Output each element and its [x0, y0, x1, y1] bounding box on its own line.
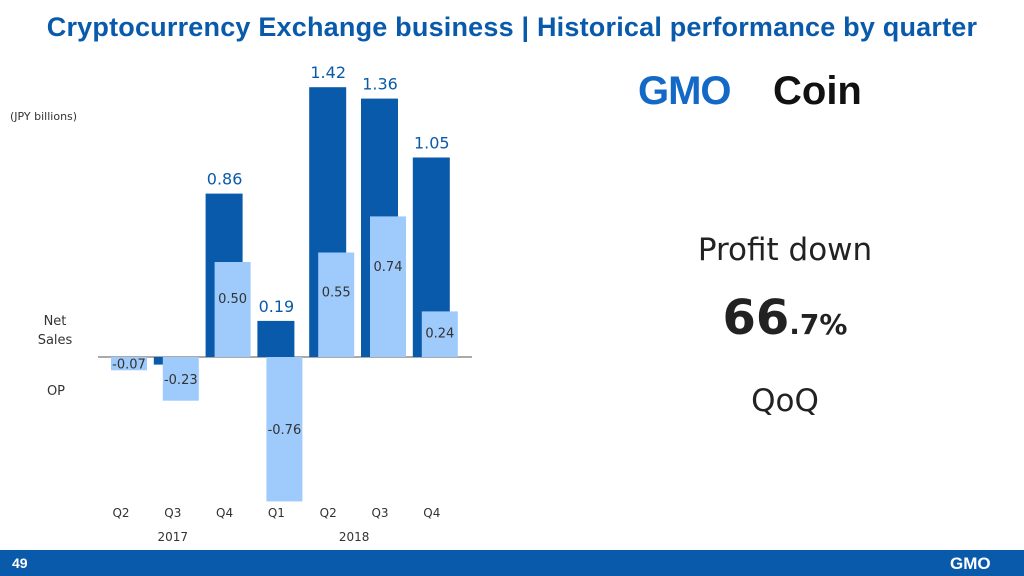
page-title: Cryptocurrency Exchange business | Histo… [46, 12, 978, 42]
page-number: 49 [12, 555, 28, 571]
footer-bar: 49 GMO [0, 550, 1024, 576]
profit-down-text: Profit down [697, 232, 873, 268]
op-value-label: -0.23 [164, 373, 198, 388]
net-sales-value-label: 0.86 [207, 170, 243, 189]
net-sales-value-label: 1.42 [310, 63, 346, 82]
op-bar [370, 216, 406, 357]
footer-logo-text: GMO [950, 554, 991, 572]
percent-dec: .7% [789, 308, 848, 341]
net-sales-value-label: 0.19 [259, 297, 295, 316]
op-bar [266, 357, 303, 502]
bar-chart: -0.07 Q2 -0.23 Q3 0.86 0.50 Q4 0.19 -0.76 Q1 1.42 0… [38, 63, 472, 544]
op-value-label: 0.55 [322, 285, 351, 300]
gmo-coin-logo: GMO Coin [636, 64, 886, 114]
op-value-label: -0.07 [112, 357, 146, 372]
x-tick-label: Q1 [268, 506, 285, 520]
op-value-label: 0.74 [374, 260, 403, 275]
legend-net-sales-label: Sales [38, 333, 73, 348]
op-value-label: 0.50 [218, 292, 247, 307]
op-bar [162, 357, 199, 401]
x-tick-label: Q3 [371, 506, 388, 520]
op-value-label: -0.76 [268, 423, 302, 438]
op-bar [214, 262, 251, 357]
percent-int: 66 [722, 290, 790, 346]
legend-op-label: OP [47, 384, 65, 399]
x-tick-label: Q2 [320, 506, 337, 520]
net-sales-value-label: 1.36 [362, 75, 398, 94]
net-sales-bar [257, 320, 295, 357]
op-bar [421, 311, 458, 357]
unit-label: (JPY billions) [10, 110, 78, 123]
op-bar [318, 252, 355, 357]
year-label: 2018 [339, 530, 370, 544]
legend-net-sales-label: Net [44, 314, 67, 329]
op-bar [111, 357, 147, 371]
x-tick-label: Q4 [216, 506, 233, 520]
logo-gmo-text: GMO [638, 69, 731, 113]
percent-change: 66.7% [640, 290, 930, 346]
qoq-text: QoQ [751, 383, 819, 419]
x-tick-label: Q2 [112, 506, 129, 520]
net-sales-value-label: 1.05 [414, 134, 450, 153]
footer-gmo-logo: GMO [950, 554, 991, 572]
op-value-label: 0.24 [425, 327, 454, 342]
x-tick-label: Q3 [164, 506, 181, 520]
logo-coin-text: Coin [773, 69, 862, 113]
year-label: 2017 [158, 530, 189, 544]
x-tick-label: Q4 [423, 506, 440, 520]
